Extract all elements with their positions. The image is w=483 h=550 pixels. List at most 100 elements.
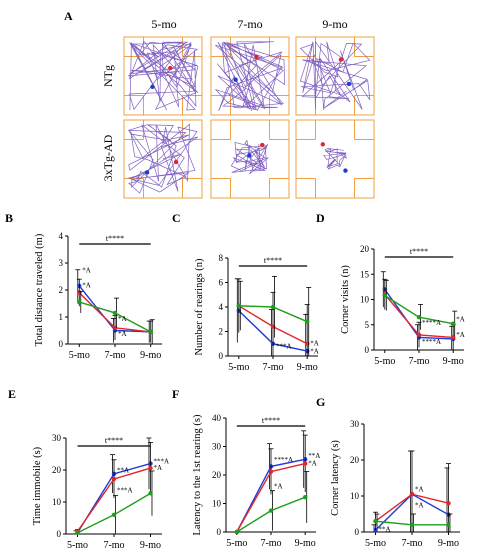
- data-point: [111, 512, 117, 517]
- y-tick-label: 30: [350, 419, 360, 429]
- significance-annotation: ***A: [276, 343, 292, 351]
- y-tick-label: 4: [219, 302, 224, 312]
- arena-border: [210, 36, 290, 116]
- significance-label: t****: [106, 234, 124, 243]
- y-tick-label: 40: [212, 413, 222, 423]
- y-axis-label: Total distance traveled (m): [34, 233, 45, 346]
- y-tick-label: 0: [355, 527, 360, 537]
- x-tick-label: 9-mo: [297, 362, 318, 373]
- data-point: [270, 324, 276, 329]
- significance-annotation: *A: [456, 331, 465, 339]
- arena-border: [210, 119, 290, 199]
- y-axis-label: Latency to the 1st rearing (s): [192, 414, 203, 535]
- y-tick-label: 5: [365, 320, 370, 330]
- x-tick-label: 7-mo: [104, 350, 125, 361]
- x-tick-label: 7-mo: [401, 538, 422, 549]
- data-point: [148, 491, 153, 496]
- significance-annotation: *A: [82, 266, 91, 274]
- y-tick-label: 20: [212, 470, 222, 480]
- significance-label: t****: [264, 256, 282, 265]
- x-tick-label: 7-mo: [103, 540, 124, 550]
- age-label-7mo: 7-mo: [237, 17, 262, 31]
- y-tick-label: 10: [350, 491, 360, 501]
- arena-border: [123, 36, 203, 116]
- data-point: [268, 508, 274, 513]
- y-tick-label: 0: [59, 339, 64, 349]
- y-tick-label: 15: [360, 269, 370, 279]
- age-label-9mo: 9-mo: [322, 17, 347, 31]
- data-point: [451, 321, 456, 326]
- panel-letter: F: [172, 387, 179, 401]
- mouse-track: [323, 147, 347, 170]
- y-tick-label: 6: [219, 278, 224, 288]
- significance-annotation: *A: [308, 460, 317, 468]
- significance-annotation: *A: [153, 464, 162, 472]
- y-tick-label: 10: [360, 295, 370, 305]
- x-tick-label: 5-mo: [374, 356, 395, 367]
- y-tick-label: 10: [52, 497, 62, 507]
- data-point: [409, 522, 415, 527]
- x-tick-label: 5-mo: [226, 538, 247, 549]
- data-point: [305, 319, 310, 324]
- data-point: [416, 332, 422, 338]
- data-point: [305, 341, 310, 346]
- x-tick-label: 5-mo: [67, 540, 88, 550]
- mouse-track: [230, 139, 269, 175]
- series-green: [236, 275, 312, 356]
- x-tick-label: 9-mo: [140, 540, 161, 550]
- significance-label: t****: [410, 247, 428, 256]
- data-point: [382, 293, 387, 298]
- y-tick-label: 20: [360, 244, 370, 254]
- row-label-3xtg: 3xTg-AD: [101, 134, 115, 181]
- track-start-marker: [260, 142, 265, 148]
- x-tick-label: 9-mo: [438, 538, 459, 549]
- panel-f-chart: F 0 10 20 30 40 5-mo 7-mo 9-mo Latency to the 1st…: [172, 387, 320, 549]
- mouse-track: [215, 41, 285, 112]
- data-point: [303, 461, 308, 466]
- y-tick-label: 10: [212, 499, 222, 509]
- y-axis-label: Corner visits (n): [340, 265, 351, 334]
- data-point: [234, 529, 239, 535]
- data-point: [373, 519, 378, 524]
- y-tick-label: 0: [219, 351, 224, 361]
- series-green: [373, 513, 453, 532]
- significance-annotation: ****A: [422, 319, 441, 327]
- track-end-marker: [150, 84, 155, 89]
- y-tick-label: 2: [219, 327, 224, 337]
- data-point: [236, 303, 241, 308]
- significance-annotation: *A: [82, 281, 91, 289]
- panel-letter: E: [8, 387, 16, 401]
- significance-annotation: *A: [456, 316, 465, 324]
- arena-border: [295, 36, 375, 116]
- track-start-marker: [173, 159, 179, 165]
- significance-annotation: ****A: [422, 338, 441, 346]
- y-tick-label: 30: [52, 433, 62, 443]
- panel-letter: B: [5, 211, 13, 225]
- significance-annotation: *A: [415, 486, 424, 494]
- series-red: [75, 442, 153, 534]
- data-point: [112, 310, 118, 316]
- data-point: [416, 314, 422, 320]
- data-point: [268, 469, 274, 474]
- data-point: [451, 335, 456, 340]
- y-axis-label: Number of rearings (n): [194, 258, 205, 356]
- panel-letter: D: [316, 211, 325, 225]
- data-point: [75, 530, 80, 535]
- mouse-track: [299, 40, 371, 111]
- y-tick-label: 1: [59, 312, 64, 322]
- arena-ntg-9-mo: [295, 36, 375, 116]
- data-point: [270, 304, 276, 310]
- y-tick-label: 20: [52, 465, 62, 475]
- significance-annotation: *A: [274, 483, 283, 491]
- data-point: [148, 465, 153, 471]
- significance-annotation: *A: [310, 340, 319, 348]
- panel-a-open-field-tracks: A 5-mo 7-mo 9-mo NTg 3xTg-AD: [64, 9, 375, 199]
- track-end-marker: [346, 81, 352, 87]
- significance-annotation: ***A: [117, 486, 133, 494]
- panel-d-chart: D 0 5 10 15 20 5-mo 7-mo 9-mo Corner visits (n) t*…: [316, 211, 465, 367]
- significance-annotation: **A: [117, 467, 129, 475]
- significance-annotation: **A: [379, 525, 391, 533]
- arena-ntg-7-mo: [210, 36, 290, 116]
- track-start-marker: [168, 65, 173, 71]
